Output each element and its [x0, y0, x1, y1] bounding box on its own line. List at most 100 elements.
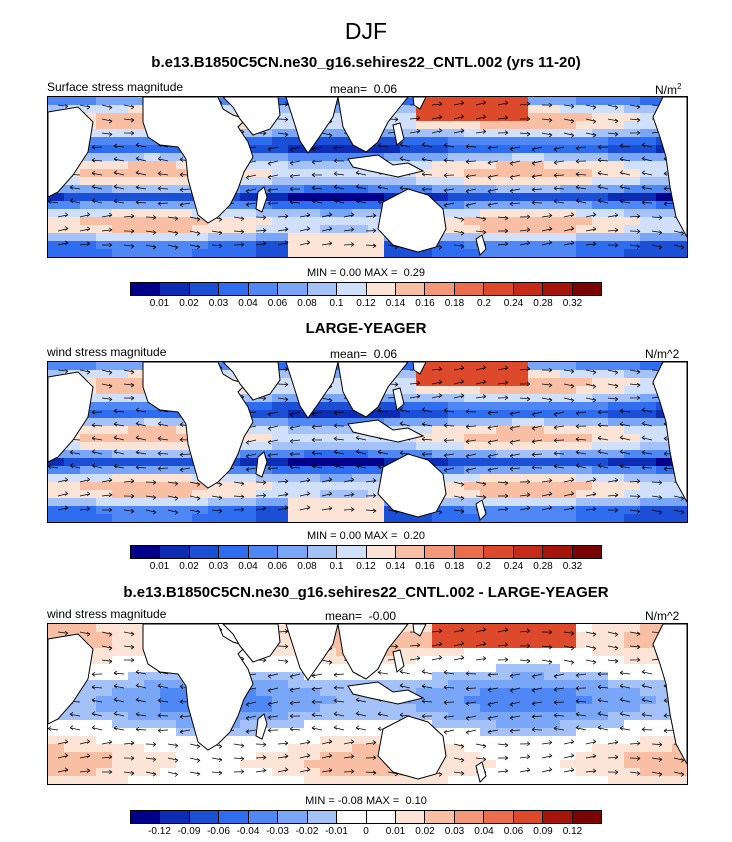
field-cell	[128, 217, 145, 226]
field-cell	[544, 434, 561, 443]
field-cell	[480, 744, 497, 753]
field-cell	[608, 97, 625, 106]
vector-arrow	[123, 771, 135, 774]
vector-arrow	[475, 495, 487, 498]
field-cell	[256, 760, 273, 769]
vector-arrow	[267, 174, 279, 178]
vector-arrow	[145, 757, 157, 760]
field-cell	[592, 217, 609, 226]
colorbar-swatch	[543, 546, 573, 558]
field-cell	[272, 482, 289, 491]
field-cell	[224, 760, 241, 769]
field-cell	[576, 736, 593, 745]
vector-arrowhead	[619, 725, 624, 731]
colorbar-swatch	[307, 283, 338, 295]
vector-arrow	[167, 509, 179, 513]
vector-arrowhead	[619, 198, 624, 204]
field-cell	[352, 704, 369, 713]
vector-arrow	[519, 103, 531, 106]
field-cell	[144, 153, 161, 162]
field-cell	[448, 185, 465, 194]
field-cell	[368, 736, 385, 745]
field-cell	[48, 768, 65, 777]
field-cell	[112, 720, 129, 729]
field-cell	[272, 217, 289, 226]
vector-arrowhead	[333, 145, 338, 151]
field-cell	[640, 474, 657, 483]
field-cell	[160, 688, 177, 697]
vector-arrowhead	[531, 200, 536, 205]
field-cell	[96, 153, 113, 162]
field-cell	[544, 506, 561, 515]
field-cell	[128, 458, 145, 467]
vector-arrowhead	[394, 117, 399, 122]
panel-2-mean-value: 0.06	[373, 347, 398, 361]
vector-arrow	[431, 130, 443, 134]
field-cell	[592, 153, 609, 162]
field-cell	[304, 418, 321, 427]
field-cell	[208, 482, 225, 491]
field-cell	[320, 768, 337, 777]
vector-arrowhead	[157, 171, 162, 176]
madagascar-landmass	[255, 451, 268, 478]
vector-arrow	[519, 132, 531, 135]
field-cell	[592, 410, 609, 419]
field-cell	[288, 672, 305, 681]
vector-arrowhead	[240, 494, 245, 500]
field-cell	[144, 664, 161, 673]
field-cell	[112, 490, 129, 499]
vector-arrowhead	[196, 496, 201, 501]
field-cell	[320, 193, 337, 202]
field-cell	[544, 113, 561, 122]
vector-arrowhead	[267, 174, 272, 180]
vector-arrow	[211, 230, 223, 234]
field-cell	[384, 514, 401, 522]
field-cell	[288, 680, 305, 689]
vector-arrowhead	[465, 159, 470, 164]
field-cell	[608, 704, 625, 713]
field-cell	[560, 776, 577, 784]
field-cell	[448, 712, 465, 721]
field-cell	[288, 744, 305, 753]
field-cell	[496, 506, 513, 515]
field-cell	[656, 249, 673, 257]
field-cell	[416, 113, 433, 122]
vector-arrow	[641, 158, 653, 162]
field-cell	[640, 402, 657, 411]
field-cell	[288, 768, 305, 777]
field-cell	[272, 688, 289, 697]
field-cell	[320, 145, 337, 154]
field-cell	[80, 696, 97, 705]
vector-arrowhead	[86, 212, 91, 217]
field-cell	[288, 760, 305, 769]
field-cell	[304, 696, 321, 705]
field-cell	[336, 233, 353, 242]
vector-arrow	[541, 755, 553, 759]
vector-arrowhead	[377, 184, 382, 190]
vector-arrow	[629, 771, 641, 774]
field-cell	[48, 720, 65, 729]
field-cell	[528, 664, 545, 673]
field-cell	[496, 744, 513, 753]
panel-2-colorbar	[130, 545, 602, 559]
field-cell	[544, 696, 561, 705]
colorbar-tick-label: 0.14	[385, 561, 406, 572]
vector-arrowhead	[570, 767, 575, 773]
vector-arrow	[145, 230, 157, 233]
panel-3-title: b.e13.B1850C5CN.ne30_g16.sehires22_CNTL.…	[123, 584, 609, 601]
vector-arrowhead	[86, 369, 91, 375]
vector-arrowhead	[614, 645, 619, 651]
field-cell	[160, 490, 177, 499]
vector-arrow	[299, 214, 311, 218]
field-cell	[64, 728, 81, 737]
vector-arrow	[541, 742, 553, 745]
vector-arrow	[355, 465, 367, 469]
vector-arrowhead	[284, 491, 289, 497]
field-cell	[256, 137, 273, 146]
field-cell	[240, 233, 257, 242]
field-cell	[464, 145, 481, 154]
panel-2-colorbar-ticks: 0.01 0.02 0.03 0.04 0.06 0.08 0.1 0.12 0.14 0.16 0…	[130, 561, 602, 573]
field-cell	[640, 680, 657, 689]
panel-2-left-label: wind stress magnitude	[47, 345, 167, 359]
field-cell	[512, 217, 529, 226]
